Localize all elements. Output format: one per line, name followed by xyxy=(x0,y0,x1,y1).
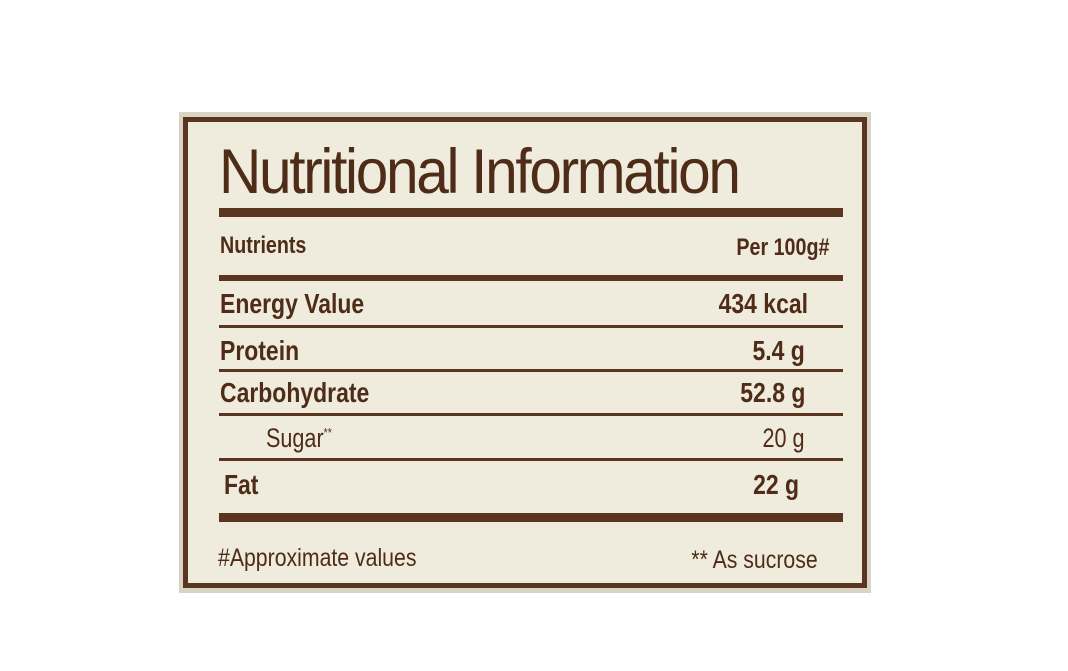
label-title: Nutritional Information xyxy=(219,137,741,207)
footnote-sucrose: ** As sucrose xyxy=(691,546,818,574)
row-protein-label: Protein xyxy=(220,335,300,366)
row-divider xyxy=(219,458,843,461)
row-fat-label: Fat xyxy=(224,469,259,500)
row-sugar-name: Sugar xyxy=(266,423,324,453)
title-rule xyxy=(219,208,843,217)
row-sugar-value: 20 g xyxy=(762,423,805,453)
row-carbohydrate-label: Carbohydrate xyxy=(220,377,370,408)
row-energy-value: 434 kcal xyxy=(718,288,808,319)
header-per-100g: Per 100g# xyxy=(735,234,829,261)
row-divider xyxy=(219,325,843,328)
footnote-approximate: #Approximate values xyxy=(218,544,417,572)
bottom-rule xyxy=(219,513,843,522)
row-divider xyxy=(219,413,843,416)
row-fat-value: 22 g xyxy=(753,469,799,500)
row-protein-value: 5.4 g xyxy=(752,335,805,366)
row-sugar-label: Sugar** xyxy=(266,423,332,454)
nutrition-label: Nutritional Information Nutrients Per 10… xyxy=(183,117,867,588)
header-nutrients: Nutrients xyxy=(220,232,307,259)
row-divider xyxy=(219,369,843,372)
header-rule xyxy=(219,275,843,281)
row-energy-label: Energy Value xyxy=(220,288,365,319)
row-carbohydrate-value: 52.8 g xyxy=(739,377,805,408)
sugar-footnote-mark: ** xyxy=(323,425,332,440)
